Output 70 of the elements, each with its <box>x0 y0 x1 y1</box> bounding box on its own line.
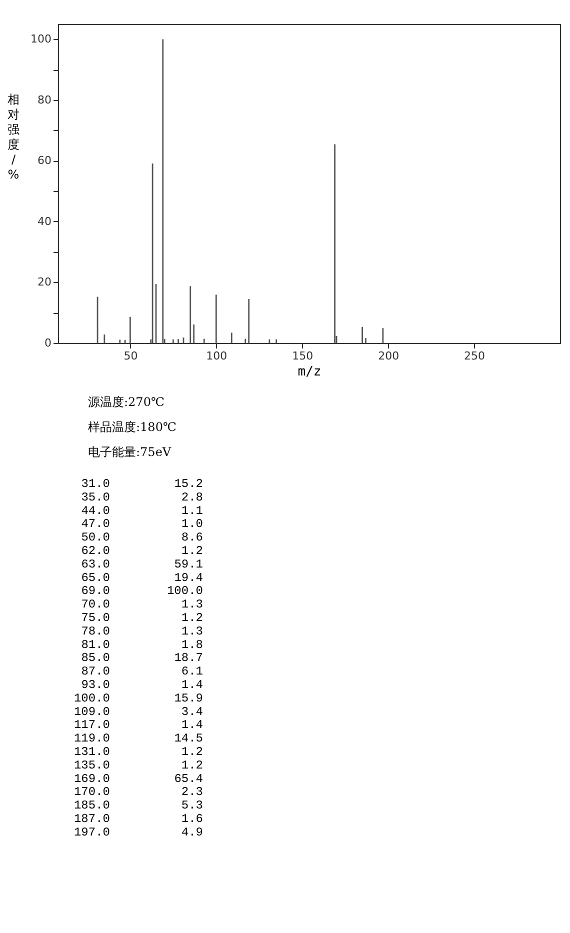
text: 93.0 <box>81 678 110 692</box>
text: 63.0 <box>81 557 110 572</box>
text: 样品温度:180℃ <box>88 420 176 434</box>
text: 1.1 <box>181 504 203 518</box>
text: 源温度:270℃ <box>88 395 164 409</box>
text: 65.0 <box>81 570 110 585</box>
text: 75.0 <box>81 611 110 625</box>
text: 87.0 <box>81 664 110 679</box>
text: 31.0 <box>81 477 110 491</box>
x-tick-label: 250 <box>464 350 486 362</box>
y-tick-label: 20 <box>38 276 52 289</box>
text: 169.0 <box>74 772 110 786</box>
text: 2.3 <box>181 785 203 800</box>
text: 50.0 <box>81 530 110 545</box>
text: 47.0 <box>81 517 110 532</box>
text: 109.0 <box>74 704 110 719</box>
y-tick-label: 0 <box>44 336 52 350</box>
text: 3.4 <box>181 704 203 719</box>
text: 135.0 <box>74 758 110 772</box>
x-tick-label: 100 <box>206 350 228 362</box>
text: 100.0 <box>166 584 203 598</box>
x-axis-title: m/z <box>298 364 322 380</box>
y-tick-label: 60 <box>38 154 52 168</box>
text: 1.4 <box>181 678 203 692</box>
text: 170.0 <box>74 785 110 800</box>
text: 1.2 <box>181 745 203 759</box>
text: 1.6 <box>181 812 203 826</box>
text: 187.0 <box>74 812 110 826</box>
text: 4.9 <box>181 825 203 840</box>
text: 119.0 <box>74 732 110 746</box>
text: 14.5 <box>174 732 203 746</box>
text: 44.0 <box>81 504 110 518</box>
text: 100.0 <box>74 691 110 706</box>
text: 1.0 <box>181 517 203 532</box>
text: 78.0 <box>81 624 110 638</box>
text: 1.2 <box>181 611 203 625</box>
text: 197.0 <box>74 825 110 840</box>
text: 15.2 <box>174 477 203 491</box>
text: 185.0 <box>74 798 110 813</box>
text: 59.1 <box>174 557 203 572</box>
y-axis-title: 相对强度/% <box>8 92 20 182</box>
text: 18.7 <box>174 651 203 666</box>
text: 1.2 <box>181 544 203 558</box>
text: 15.9 <box>174 691 203 706</box>
x-tick-label: 150 <box>292 350 314 362</box>
text: 1.8 <box>181 638 203 652</box>
text: 1.3 <box>181 624 203 638</box>
x-tick-label: 200 <box>378 350 400 362</box>
text: 1.3 <box>181 598 203 612</box>
text: 65.4 <box>174 772 203 786</box>
text: 电子能量:75eV <box>88 445 172 459</box>
text: 117.0 <box>74 718 110 732</box>
text: 1.4 <box>181 718 203 732</box>
y-tick-label: 100 <box>30 32 52 46</box>
text: 2.8 <box>181 490 203 504</box>
text: 19.4 <box>174 570 203 585</box>
text: 85.0 <box>81 651 110 666</box>
text: 81.0 <box>81 638 110 652</box>
text: 69.0 <box>81 584 110 598</box>
y-tick-label: 80 <box>38 93 52 106</box>
x-tick-label: 50 <box>124 350 138 362</box>
text: 62.0 <box>81 544 110 558</box>
text: 35.0 <box>81 490 110 504</box>
y-tick-label: 40 <box>38 214 52 228</box>
text: 70.0 <box>81 598 110 612</box>
text: 5.3 <box>181 798 203 813</box>
text: 131.0 <box>74 745 110 759</box>
text: 8.6 <box>181 530 203 545</box>
text: 6.1 <box>181 664 203 679</box>
text: 1.2 <box>181 758 203 772</box>
